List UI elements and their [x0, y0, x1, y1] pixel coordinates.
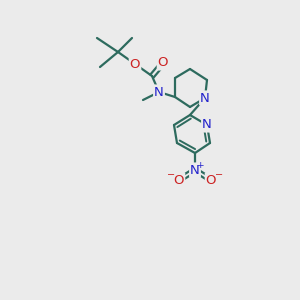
Text: N: N: [190, 164, 200, 176]
Text: N: N: [202, 118, 212, 131]
Text: O: O: [174, 173, 184, 187]
Text: +: +: [196, 161, 204, 170]
Text: O: O: [158, 56, 168, 70]
Text: N: N: [154, 85, 164, 98]
Text: −: −: [215, 170, 223, 180]
Text: O: O: [130, 58, 140, 70]
Text: N: N: [200, 92, 210, 104]
Text: O: O: [206, 173, 216, 187]
Text: −: −: [167, 170, 175, 180]
